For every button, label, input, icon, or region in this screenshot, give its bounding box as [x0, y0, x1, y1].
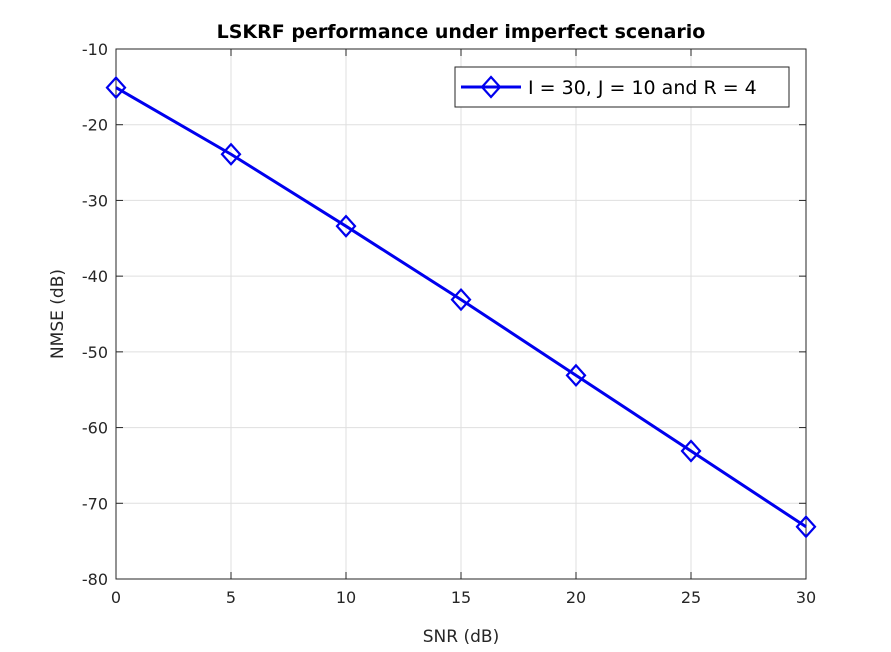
x-tick-label: 0 — [111, 588, 121, 607]
x-tick-label: 5 — [226, 588, 236, 607]
data-point-marker — [565, 363, 587, 387]
data-point-marker — [335, 214, 357, 238]
axis-ticks: 0 5 10 15 20 25 30 -80 -70 -60 -50 -40 -30 -20 -10 — [82, 40, 816, 607]
legend-marker-diamond — [480, 75, 502, 99]
y-tick-label: -40 — [82, 267, 108, 286]
x-tick-label: 30 — [796, 588, 816, 607]
x-axis-title: SNR (dB) — [423, 627, 499, 647]
legend-entry-label: I = 30, J = 10 and R = 4 — [528, 77, 757, 99]
chart-title: LSKRF performance under imperfect scenar… — [217, 21, 706, 43]
x-tick-label: 25 — [681, 588, 701, 607]
y-tick-label: -70 — [82, 494, 108, 513]
y-tick-label: -10 — [82, 40, 108, 59]
data-point-marker — [680, 439, 702, 463]
y-tick-label: -60 — [82, 419, 108, 438]
data-point-marker — [795, 515, 817, 539]
x-tick-label: 20 — [566, 588, 586, 607]
y-tick-label: -50 — [82, 343, 108, 362]
data-point-marker — [105, 75, 127, 100]
data-point-marker — [450, 287, 472, 312]
series-line — [115, 86, 807, 529]
x-tick-label: 15 — [451, 588, 471, 607]
series-layer — [105, 75, 817, 539]
y-axis-title: NMSE (dB) — [48, 269, 68, 359]
x-tick-label: 10 — [336, 588, 356, 607]
y-tick-label: -30 — [82, 191, 108, 210]
legend: I = 30, J = 10 and R = 4 — [454, 66, 790, 108]
y-tick-label: -80 — [82, 570, 108, 589]
y-tick-label: -20 — [82, 116, 108, 135]
data-point-marker — [220, 142, 242, 166]
